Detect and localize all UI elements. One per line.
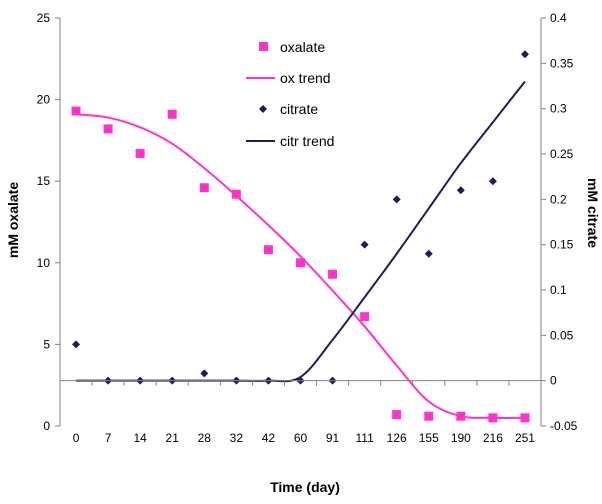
legend-swatch-oxalate	[259, 42, 268, 51]
point-oxalate	[456, 411, 466, 421]
y-right-tick-label: 0.15	[550, 238, 574, 252]
point-oxalate	[360, 312, 370, 322]
legend-label-citr-trend: citr trend	[280, 133, 334, 149]
legend-label-citrate: citrate	[280, 101, 318, 117]
point-citrate	[72, 340, 81, 349]
point-citrate	[520, 50, 529, 59]
x-tick-label: 14	[133, 431, 147, 445]
axes-layer	[59, 18, 542, 426]
y-left-tick-label: 0	[43, 419, 50, 433]
point-citrate	[392, 195, 401, 204]
x-tick-label: 251	[515, 431, 535, 445]
x-tick-label: 0	[73, 431, 80, 445]
point-citrate	[360, 240, 369, 249]
point-citrate	[200, 369, 209, 378]
x-tick-label: 190	[451, 431, 471, 445]
y-right-tick-label: 0.25	[550, 147, 574, 161]
y-left-tick-label: 25	[37, 11, 51, 25]
y-right-tick-label: -0.05	[550, 419, 578, 433]
point-oxalate	[520, 413, 530, 423]
point-citrate	[456, 186, 465, 195]
point-oxalate	[135, 148, 145, 158]
x-tick-label: 28	[198, 431, 212, 445]
point-oxalate	[296, 258, 305, 268]
x-tick-label: 32	[230, 431, 244, 445]
x-tick-label: 60	[294, 431, 308, 445]
y-right-tick-label: 0.2	[550, 192, 567, 206]
y-left-tick-label: 5	[43, 337, 50, 351]
point-oxalate	[263, 245, 273, 255]
y-right-tick-label: 0.3	[550, 102, 567, 116]
point-oxalate	[167, 109, 177, 119]
point-oxalate	[231, 189, 241, 199]
x-tick-label: 91	[326, 431, 340, 445]
legend-label-ox-trend: ox trend	[280, 70, 331, 86]
point-oxalate	[392, 410, 402, 420]
x-tick-label: 216	[483, 431, 503, 445]
point-oxalate	[199, 183, 209, 193]
x-axis-title: Time (day)	[270, 479, 340, 495]
series-line-ox-trend	[75, 113, 525, 419]
y-axis-left-title: mM oxalate	[5, 182, 21, 258]
y-right-tick-label: 0	[550, 374, 557, 388]
point-oxalate	[71, 106, 81, 116]
point-citrate	[424, 249, 433, 258]
ticks-layer: 0 5 10 15 20 25 -0.05 0 0.05 0.1 0.15 0.2 0.25 0.3 0.3…	[37, 11, 578, 445]
y-right-tick-label: 0.35	[550, 56, 574, 70]
x-tick-label: 7	[105, 431, 112, 445]
point-oxalate	[328, 269, 338, 279]
point-oxalate	[488, 413, 498, 423]
y-left-tick-label: 10	[37, 256, 51, 270]
plot-lines	[75, 80, 526, 419]
y-left-tick-label: 20	[37, 93, 51, 107]
x-tick-label: 42	[262, 431, 276, 445]
legend-label-oxalate: oxalate	[280, 39, 325, 55]
legend-swatch-citrate	[259, 105, 267, 113]
x-tick-label: 126	[387, 431, 407, 445]
x-tick-label: 21	[166, 431, 180, 445]
x-tick-label: 155	[419, 431, 439, 445]
y-left-tick-label: 15	[37, 174, 51, 188]
y-right-tick-label: 0.4	[550, 11, 567, 25]
series-line-citr-trend	[76, 80, 526, 383]
point-oxalate	[424, 411, 434, 421]
x-tick-label: 111	[356, 431, 375, 445]
point-oxalate	[103, 124, 113, 134]
y-axis-right-title: mM citrate	[585, 178, 601, 248]
y-right-tick-label: 0.05	[550, 328, 574, 342]
point-citrate	[488, 177, 497, 186]
legend: oxalate ox trend citrate citr trend	[246, 39, 334, 149]
y-right-tick-label: 0.1	[550, 283, 567, 297]
